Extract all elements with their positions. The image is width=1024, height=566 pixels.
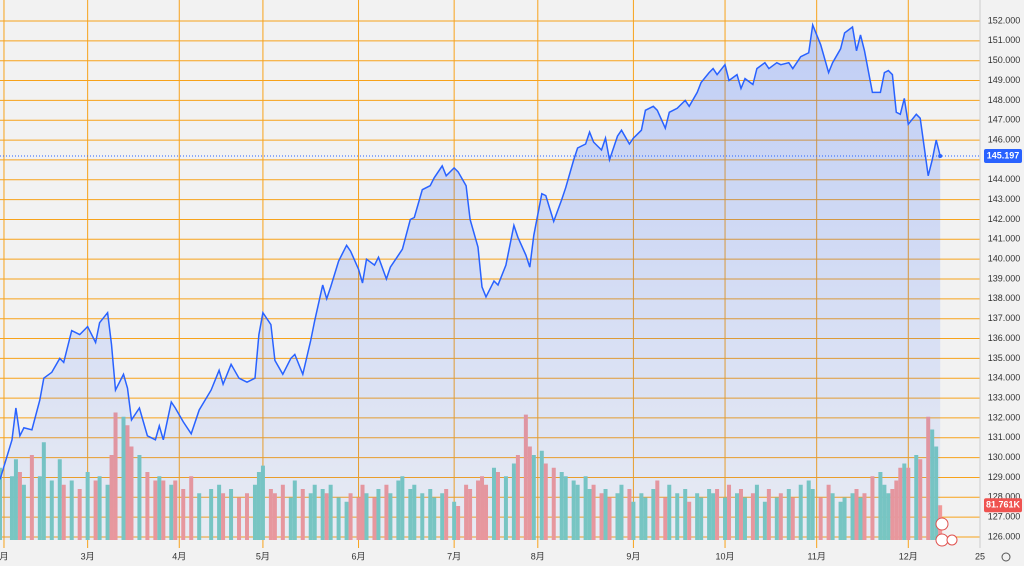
x-tick-label: 5月: [256, 551, 270, 561]
y-tick-label: 136.000: [988, 333, 1021, 343]
last-point: [938, 154, 943, 159]
last-volume-label: 81.761K: [986, 500, 1021, 510]
x-tick-label: 7月: [447, 551, 461, 561]
x-tick-label: 6月: [352, 551, 366, 561]
x-tick-label: 3月: [81, 551, 95, 561]
y-tick-label: 142.000: [988, 214, 1021, 224]
last-price-box: [984, 149, 1022, 164]
y-tick-label: 147.000: [988, 115, 1021, 125]
y-tick-label: 137.000: [988, 313, 1021, 323]
y-tick-label: 150.000: [988, 55, 1021, 65]
last-price-label: 145.197: [987, 150, 1020, 160]
price-area: [0, 25, 941, 540]
y-tick-label: 139.000: [988, 273, 1021, 283]
y-tick-label: 149.000: [988, 75, 1021, 85]
y-tick-label: 143.000: [988, 194, 1021, 204]
y-tick-label: 130.000: [988, 452, 1021, 462]
event-icon[interactable]: [935, 533, 949, 547]
y-tick-label: 141.000: [988, 234, 1021, 244]
y-tick-label: 128.000: [988, 492, 1021, 502]
price-line: [0, 22, 941, 480]
y-tick-label: 129.000: [988, 472, 1021, 482]
x-tick-label: 11月: [807, 551, 825, 561]
y-tick-label: 131.000: [988, 432, 1021, 442]
x-tick-label: 25: [975, 551, 985, 561]
y-tick-label: 133.000: [988, 392, 1021, 402]
x-tick-label: 12月: [899, 551, 918, 561]
y-tick-label: 152.000: [988, 15, 1021, 25]
event-icon[interactable]: [946, 534, 958, 546]
y-tick-label: 138.000: [988, 293, 1021, 303]
y-tick-label: 151.000: [988, 35, 1021, 45]
y-tick-label: 135.000: [988, 353, 1021, 363]
y-tick-label: 144.000: [988, 174, 1021, 184]
x-tick-label: 8月: [531, 551, 545, 561]
last-volume-box: [984, 498, 1022, 513]
x-tick-label: 月: [0, 551, 8, 561]
y-tick-label: 132.000: [988, 412, 1021, 422]
settings-icon[interactable]: [1001, 552, 1011, 562]
y-tick-label: 127.000: [988, 512, 1021, 522]
event-icon[interactable]: [935, 517, 949, 531]
y-tick-label: 140.000: [988, 254, 1021, 264]
y-tick-label: 134.000: [988, 373, 1021, 383]
x-tick-label: 4月: [172, 551, 186, 561]
y-tick-label: 146.000: [988, 134, 1021, 144]
x-tick-label: 9月: [626, 551, 640, 561]
y-tick-label: 126.000: [988, 531, 1021, 541]
y-tick-label: 148.000: [988, 95, 1021, 105]
x-tick-label: 10月: [716, 551, 735, 561]
